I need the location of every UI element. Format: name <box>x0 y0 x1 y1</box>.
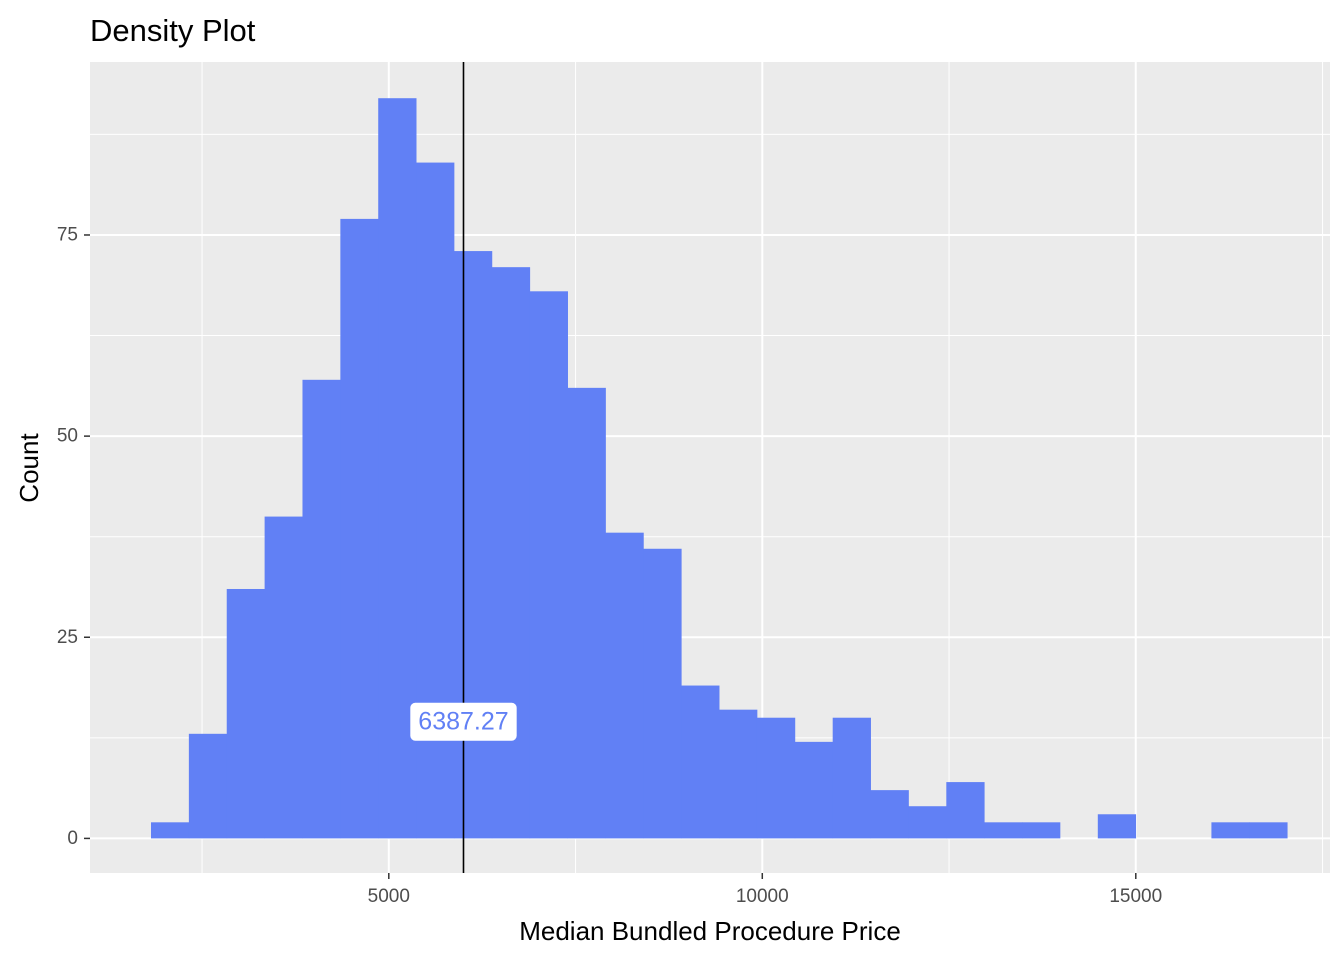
histogram-bar <box>794 741 834 839</box>
histogram-bar <box>1211 822 1250 839</box>
histogram-bar <box>756 717 796 839</box>
y-tick-label: 50 <box>57 426 78 447</box>
histogram-bar <box>150 822 190 839</box>
histogram-bar <box>870 790 909 839</box>
histogram-bar <box>302 379 341 839</box>
histogram-bar <box>1097 814 1137 839</box>
x-tick-label: 15000 <box>1109 886 1162 907</box>
y-axis-ticks: 0 25 50 75 <box>57 224 90 849</box>
histogram-bar <box>643 548 682 839</box>
histogram-bar <box>529 291 568 839</box>
histogram-bar <box>681 685 720 839</box>
histogram-bar <box>908 806 947 839</box>
y-tick-label: 75 <box>57 224 78 245</box>
annotation-box <box>410 702 517 741</box>
histogram-bar <box>1249 822 1288 839</box>
histogram-bar <box>188 733 228 839</box>
y-axis-title: Count <box>14 433 44 503</box>
histogram-bar <box>1022 822 1061 839</box>
histogram-bar <box>946 782 985 839</box>
y-tick-label: 25 <box>57 627 78 648</box>
histogram-bar <box>567 387 606 839</box>
histogram-bar <box>453 251 493 839</box>
histogram-bar <box>226 588 266 839</box>
chart-title: Density Plot <box>90 13 256 48</box>
histogram-bar <box>605 532 644 839</box>
value-annotation: 6387.27 <box>410 702 517 741</box>
histogram-bar <box>378 98 417 839</box>
histogram-bar <box>491 267 531 839</box>
histogram-bar <box>832 717 871 839</box>
annotation-label: 6387.27 <box>418 708 508 736</box>
x-axis-ticks: 5000 10000 15000 <box>368 873 1162 907</box>
x-axis-title: Median Bundled Procedure Price <box>519 916 901 946</box>
y-tick-label: 0 <box>67 828 78 849</box>
histogram-bar <box>340 218 379 839</box>
histogram-bar <box>264 516 303 839</box>
histogram-bar <box>984 822 1023 839</box>
histogram-bars <box>150 98 1288 839</box>
histogram-bar <box>719 709 758 839</box>
x-tick-label: 5000 <box>368 886 410 907</box>
x-tick-label: 10000 <box>736 886 789 907</box>
